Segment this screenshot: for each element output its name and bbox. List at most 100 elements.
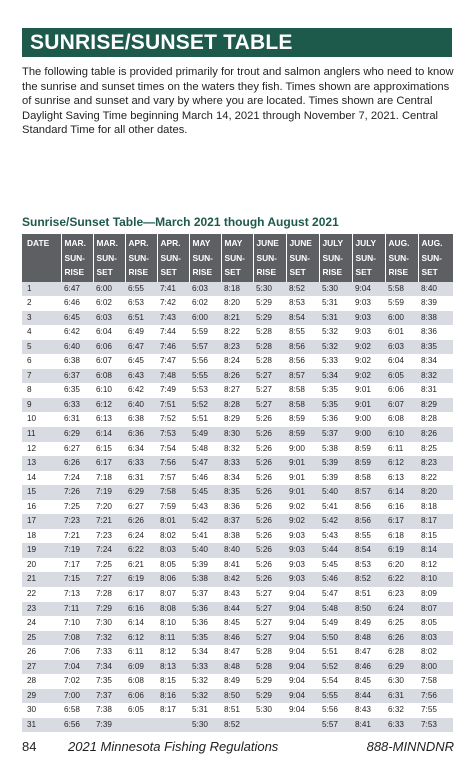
time-cell: 9:01 xyxy=(352,383,385,398)
time-cell: 9:03 xyxy=(286,557,319,573)
time-cell: 7:24 xyxy=(61,470,93,486)
column-header-line: SET xyxy=(224,267,241,277)
time-cell: 6:49 xyxy=(125,325,157,340)
column-header: APR. SUN- SET xyxy=(156,234,189,282)
time-cell: 7:34 xyxy=(93,659,125,675)
time-cell: 5:54 xyxy=(319,674,352,689)
time-cell: 7:15 xyxy=(61,572,93,587)
time-cell: 5:42 xyxy=(189,514,221,529)
time-cell: 9:04 xyxy=(286,586,319,602)
time-cell: 8:53 xyxy=(286,296,319,311)
column-header-line: SUN- xyxy=(289,252,310,263)
date-cell: 25 xyxy=(22,630,61,646)
time-cell: 5:50 xyxy=(319,630,352,646)
time-cell: 7:06 xyxy=(61,645,93,660)
time-cell: 8:29 xyxy=(221,412,253,427)
time-cell: 6:12 xyxy=(93,397,125,413)
time-cell: 8:28 xyxy=(221,397,253,413)
time-cell: 8:20 xyxy=(418,485,453,500)
time-cell: 7:32 xyxy=(93,630,125,646)
column-header-line: JULY xyxy=(355,238,377,248)
time-cell: 6:19 xyxy=(125,572,157,587)
column-header: MAY SUN- RISE xyxy=(188,234,221,282)
column-header: JULY SUN- RISE xyxy=(318,234,352,282)
time-cell: 6:51 xyxy=(125,310,157,326)
time-cell: 7:28 xyxy=(93,586,125,602)
time-cell: 8:29 xyxy=(418,397,453,413)
time-cell: 8:59 xyxy=(286,412,319,427)
time-cell: 7:26 xyxy=(61,485,93,500)
date-cell: 3 xyxy=(22,310,61,326)
table-row: 24 7:10 7:30 6:14 8:10 5:36 8:45 5:27 9:04 5:49 8:… xyxy=(22,616,453,631)
time-cell: 5:27 xyxy=(253,630,286,646)
phone-number: 888-MINNDNR xyxy=(366,739,454,754)
time-cell: 7:48 xyxy=(157,368,189,384)
time-cell: 8:22 xyxy=(221,325,253,340)
time-cell: 8:27 xyxy=(221,383,253,398)
time-cell: 6:09 xyxy=(125,659,157,675)
column-header-line: SUN- xyxy=(160,252,181,263)
column-header-line: MAR. xyxy=(64,238,86,248)
time-cell: 8:57 xyxy=(286,368,319,384)
time-cell: 5:28 xyxy=(253,645,286,660)
time-cell: 7:43 xyxy=(157,310,189,326)
column-header-line: MAR. xyxy=(96,238,118,248)
intro-paragraph: The following table is provided primaril… xyxy=(22,66,454,137)
time-cell: 7:39 xyxy=(93,717,125,733)
time-cell: 9:04 xyxy=(286,688,319,704)
time-cell: 5:30 xyxy=(253,281,286,297)
time-cell: 8:38 xyxy=(221,528,253,544)
column-header: APR. SUN- RISE xyxy=(124,234,157,282)
table-row: 3 6:45 6:03 6:51 7:43 6:00 8:21 5:29 8:54 5:31 9:0… xyxy=(22,310,453,326)
time-cell: 6:31 xyxy=(61,412,93,427)
time-cell: 7:30 xyxy=(93,616,125,631)
time-cell: 8:02 xyxy=(157,528,189,544)
time-cell: 7:27 xyxy=(93,572,125,587)
time-cell: 8:44 xyxy=(352,688,385,704)
page-title: SUNRISE/SUNSET TABLE xyxy=(22,28,452,57)
time-cell: 6:24 xyxy=(125,528,157,544)
column-header: JUNE SUN- SET xyxy=(285,234,319,282)
time-cell: 5:49 xyxy=(319,616,352,631)
time-cell: 6:33 xyxy=(385,717,418,733)
time-cell: 7:23 xyxy=(93,528,125,544)
time-cell: 9:02 xyxy=(352,368,385,384)
time-cell: 8:45 xyxy=(352,674,385,689)
time-cell: 5:43 xyxy=(189,499,221,515)
time-cell: 6:18 xyxy=(385,528,418,544)
date-cell: 9 xyxy=(22,397,61,413)
time-cell: 5:49 xyxy=(189,426,221,442)
time-cell: 8:56 xyxy=(286,354,319,369)
column-header-line: SET xyxy=(289,267,306,277)
column-header-line: RISE xyxy=(322,267,343,277)
time-cell: 7:46 xyxy=(157,339,189,355)
time-cell: 5:39 xyxy=(319,456,352,471)
time-cell: 8:47 xyxy=(352,645,385,660)
time-cell: 9:04 xyxy=(352,281,385,297)
time-cell: 5:26 xyxy=(253,441,286,457)
time-cell: 7:54 xyxy=(157,441,189,457)
time-cell: 8:20 xyxy=(221,296,253,311)
time-cell: 7:21 xyxy=(61,528,93,544)
time-cell: 6:12 xyxy=(385,456,418,471)
date-cell: 22 xyxy=(22,586,61,602)
time-cell: 8:46 xyxy=(221,630,253,646)
time-cell: 5:46 xyxy=(319,572,352,587)
column-header-line: JUNE xyxy=(289,238,312,248)
time-cell: 7:38 xyxy=(93,703,125,718)
time-cell: 8:52 xyxy=(221,717,253,733)
time-cell: 7:19 xyxy=(93,485,125,500)
column-header-line: SUN- xyxy=(256,252,277,263)
time-cell: 6:05 xyxy=(385,368,418,384)
time-cell: 5:56 xyxy=(319,703,352,718)
time-cell xyxy=(253,717,286,733)
time-cell: 5:28 xyxy=(253,354,286,369)
time-cell: 8:52 xyxy=(286,281,319,297)
time-cell: 6:16 xyxy=(125,601,157,617)
time-cell: 9:03 xyxy=(352,296,385,311)
column-header-line: APR. xyxy=(128,238,149,248)
time-cell: 8:03 xyxy=(418,630,453,646)
time-cell: 5:29 xyxy=(253,674,286,689)
time-cell: 9:04 xyxy=(286,645,319,660)
date-cell: 31 xyxy=(22,717,61,733)
